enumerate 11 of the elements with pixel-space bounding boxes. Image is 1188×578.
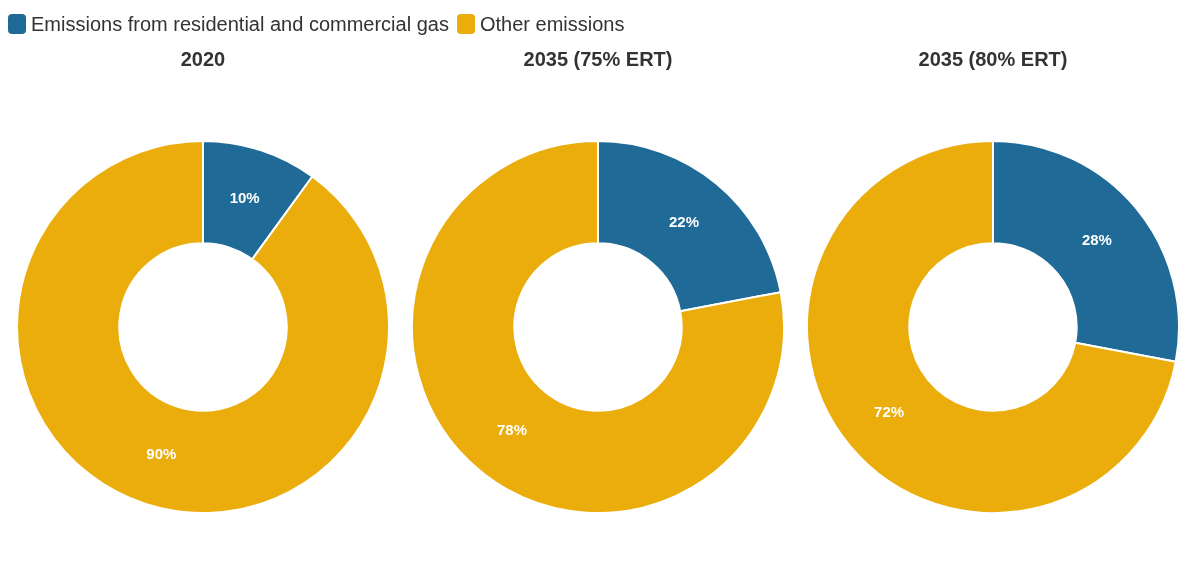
data-label: 28% bbox=[1081, 231, 1112, 249]
chart-title: 2035 (80% ERT) bbox=[918, 47, 1068, 70]
text: 2020 bbox=[180, 47, 226, 70]
data-label: 78% bbox=[497, 421, 528, 439]
chart-title: 2035 (75% ERT) bbox=[523, 47, 673, 70]
data-label: 22% bbox=[668, 213, 699, 231]
data-label: 90% bbox=[146, 445, 177, 463]
legend-label: Emissions from residential and commercial gas bbox=[31, 12, 449, 36]
data-label: 10% bbox=[229, 188, 260, 206]
legend-label: Other emissions bbox=[479, 12, 625, 36]
data-label: 72% bbox=[874, 403, 905, 421]
